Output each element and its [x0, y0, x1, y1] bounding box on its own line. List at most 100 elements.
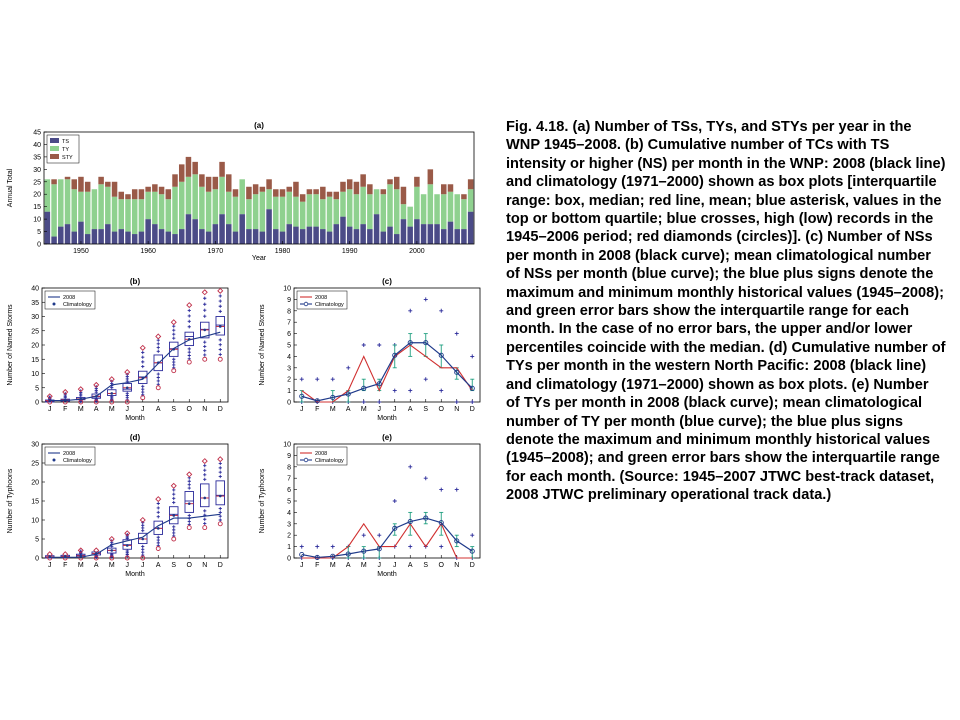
- bar-ts-1981: [286, 224, 292, 244]
- x-tick-label: A: [408, 406, 413, 413]
- record-low-circle: [109, 399, 115, 405]
- bar-ts-1961: [152, 224, 158, 244]
- bar-sty-1981: [286, 186, 292, 192]
- y-tick-label: 0: [37, 242, 41, 249]
- bar-ty-1986: [320, 199, 326, 230]
- bar-ty-1974: [239, 179, 245, 215]
- climatology-marker: [345, 551, 351, 557]
- bar-ts-2004: [441, 229, 447, 244]
- y-tick-label: 5: [35, 537, 39, 544]
- bar-sty-1980: [279, 189, 286, 197]
- x-axis-label: Year: [252, 255, 267, 262]
- bar-ts-1991: [353, 229, 360, 244]
- upper-quartile-cross: [172, 488, 176, 492]
- y-axis-label: Annual Total: [7, 168, 14, 207]
- bar-ts-1975: [246, 229, 252, 244]
- y-tick-label: 0: [287, 400, 291, 407]
- x-tick-label: 1980: [275, 248, 291, 255]
- bar-ty-1985: [313, 194, 319, 227]
- bar-ty-1959: [138, 199, 145, 232]
- climatology-point: [63, 398, 67, 402]
- x-tick-label: J: [300, 562, 304, 569]
- bar-ty-1950: [78, 191, 84, 222]
- bar-ts-1946: [51, 236, 57, 244]
- upper-quartile-cross: [172, 496, 176, 500]
- bar-ts-1955: [111, 231, 118, 244]
- y-tick-label: 15: [31, 357, 39, 364]
- bar-sty-1986: [320, 186, 326, 200]
- bar-ty-1954: [105, 186, 111, 225]
- bar-sty-1950: [78, 176, 84, 192]
- lower-quartile-cross: [156, 541, 160, 545]
- lower-quartile-cross: [156, 372, 160, 376]
- upper-quartile-cross: [218, 294, 222, 298]
- record-high-diamond: [186, 471, 193, 478]
- y-tick-label: 2: [287, 377, 291, 384]
- x-tick-label: A: [94, 406, 99, 413]
- upper-quartile-cross: [141, 355, 145, 359]
- iqr-box: [215, 316, 225, 336]
- bar-ty-1958: [131, 199, 138, 235]
- bar-ts-1988: [333, 224, 340, 244]
- bar-ts-2003: [434, 224, 440, 244]
- legend-swatch-climatology: [52, 302, 56, 306]
- bar-ts-2001: [420, 224, 427, 244]
- bar-ts-1986: [320, 229, 326, 244]
- climatology-marker: [454, 538, 460, 544]
- bar-ts-1964: [172, 234, 178, 244]
- lower-quartile-cross: [156, 379, 160, 383]
- historical-max-plus: [408, 308, 413, 313]
- legend-swatch-ts: [50, 138, 59, 143]
- record-low-circle: [155, 385, 161, 391]
- x-tick-label: F: [63, 406, 67, 413]
- panel-e-typhoons-lines: (e) 0 1 2 3 4 5 6 7 8 9 10 Number of Typhoons J F M A M J J…: [259, 433, 481, 578]
- x-tick-label: M: [361, 406, 367, 413]
- bar-ts-1947: [58, 226, 64, 244]
- bar-sty-2008: [467, 179, 474, 190]
- bar-ts-1989: [340, 216, 346, 244]
- climatology-point: [48, 399, 52, 402]
- bar-sty-1996: [387, 179, 393, 185]
- y-tick-label: 1: [287, 544, 291, 551]
- bar-ty-1999: [407, 206, 413, 227]
- legend-label-sty: STY: [62, 155, 73, 161]
- climatology-marker: [299, 552, 305, 558]
- upper-quartile-cross: [156, 342, 160, 346]
- x-tick-label: J: [378, 562, 382, 569]
- lower-quartile-cross: [218, 338, 222, 342]
- bar-sty-1976: [252, 184, 259, 195]
- x-axis-label: Month: [125, 571, 145, 578]
- historical-max-plus: [470, 354, 475, 359]
- record-high-diamond: [217, 287, 224, 294]
- bar-sty-1979: [273, 189, 279, 197]
- x-tick-label: J: [393, 406, 397, 413]
- bar-sty-1985: [313, 189, 319, 195]
- bar-ts-1966: [185, 214, 192, 244]
- x-tick-label: O: [439, 406, 445, 413]
- bar-ty-1967: [192, 174, 198, 220]
- bar-ts-1993: [367, 229, 373, 244]
- x-tick-label: O: [187, 406, 193, 413]
- climatology-point: [203, 496, 207, 500]
- y-tick-label: 4: [287, 354, 291, 361]
- bar-sty-1946: [51, 179, 57, 185]
- lower-quartile-cross: [203, 353, 207, 357]
- x-tick-label: J: [141, 406, 145, 413]
- climatology-marker: [314, 554, 320, 560]
- bar-sty-1956: [118, 191, 125, 200]
- bar-ts-1948: [64, 224, 71, 244]
- x-tick-label: S: [171, 562, 176, 569]
- x-tick-label: J: [48, 562, 52, 569]
- bar-ty-1987: [326, 196, 333, 232]
- x-tick-label: A: [408, 562, 413, 569]
- bar-ts-1994: [373, 214, 380, 244]
- x-tick-label: N: [202, 406, 207, 413]
- historical-max-plus: [439, 487, 444, 492]
- x-tick-label: 1990: [342, 248, 358, 255]
- lower-quartile-cross: [141, 547, 145, 551]
- lower-quartile-cross: [218, 510, 222, 514]
- record-low-circle: [171, 536, 177, 542]
- historical-max-plus: [299, 377, 304, 382]
- iqr-box: [153, 520, 163, 535]
- lower-quartile-cross: [187, 350, 191, 354]
